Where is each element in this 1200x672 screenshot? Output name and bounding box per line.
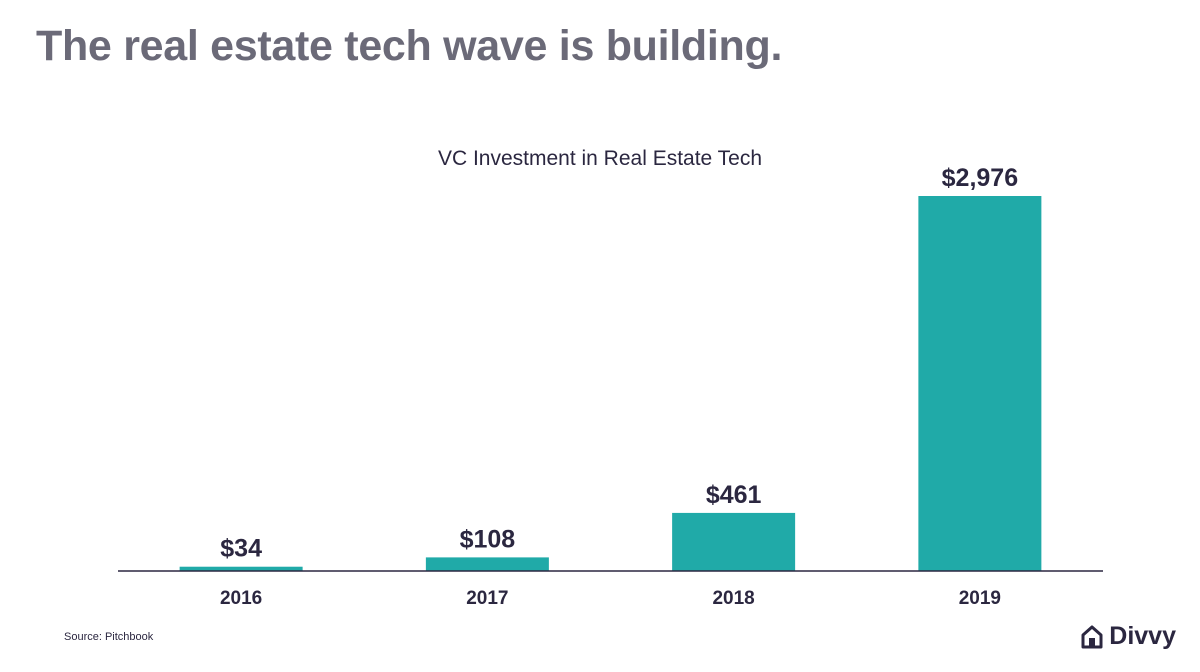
data-label-2018: $461 <box>706 481 762 509</box>
bar-2017 <box>425 557 549 571</box>
brand-name: Divvy <box>1109 622 1176 650</box>
bar-2019 <box>918 196 1042 571</box>
data-label-2019: $2,976 <box>942 164 1018 192</box>
bar-2018 <box>672 512 796 571</box>
chart-title: VC Investment in Real Estate Tech <box>438 147 762 170</box>
house-icon <box>1081 625 1103 648</box>
data-label-2017: $108 <box>460 525 516 553</box>
source-note: Source: Pitchbook <box>64 631 154 643</box>
brand-logo: Divvy <box>1081 622 1176 651</box>
tick-label-2018: 2018 <box>712 588 754 609</box>
x-ticks-group: 2016 2017 2018 2019 <box>220 588 1001 609</box>
tick-label-2019: 2019 <box>959 588 1001 609</box>
bars-group: $34 $108 $461 $2,976 <box>179 164 1042 571</box>
data-label-2016: $34 <box>220 535 262 563</box>
slide-title: The real estate tech wave is building. <box>36 22 783 70</box>
tick-label-2016: 2016 <box>220 588 262 609</box>
bar-2016 <box>179 566 303 571</box>
tick-label-2017: 2017 <box>466 588 508 609</box>
